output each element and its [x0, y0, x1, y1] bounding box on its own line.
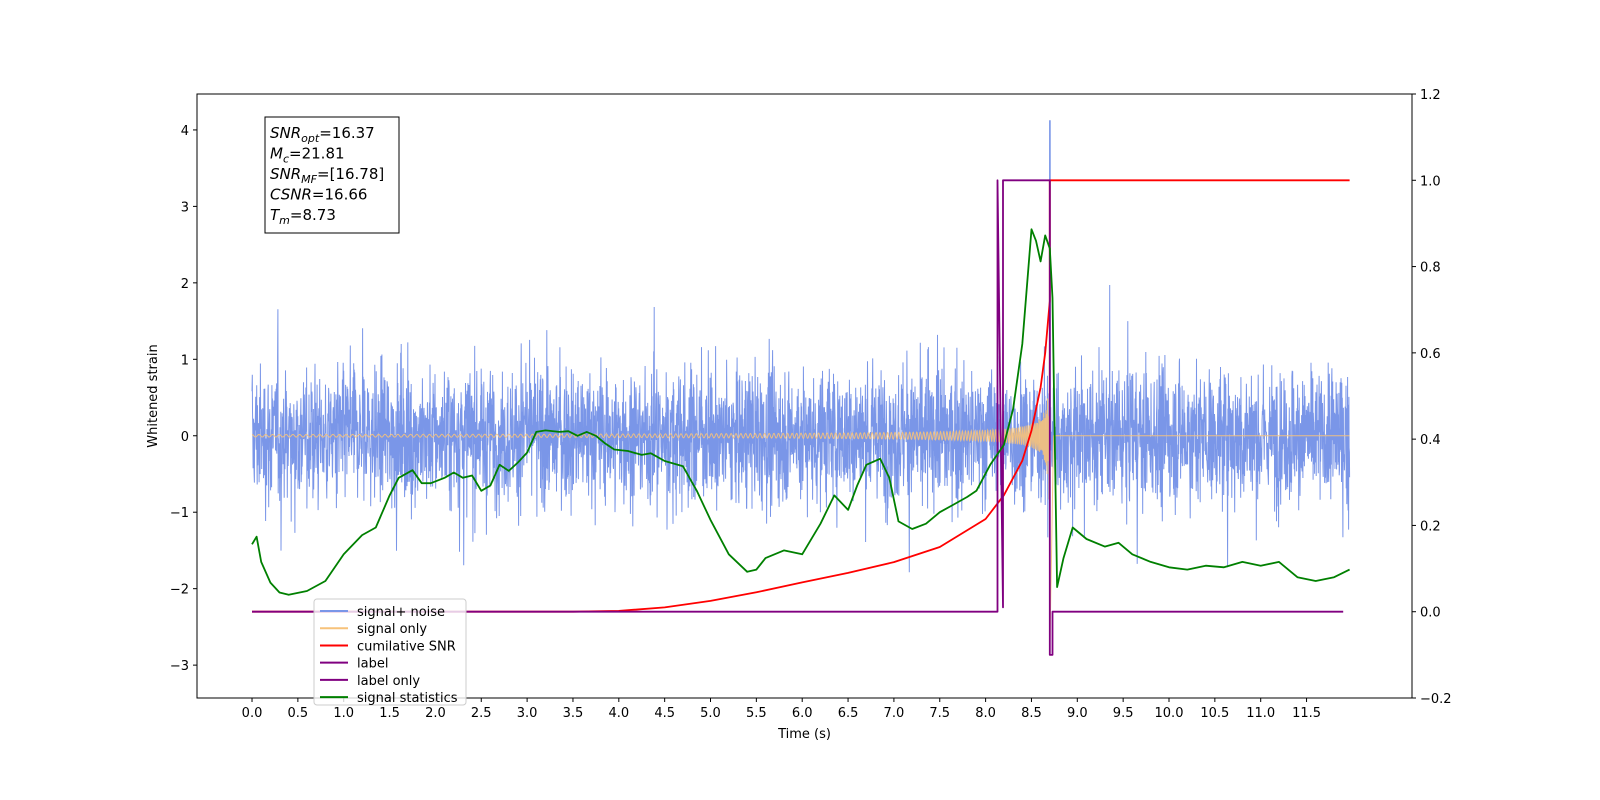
x-tick-label: 1.5: [379, 706, 400, 721]
annotation-line: CSNR=16.66: [270, 186, 367, 204]
x-tick-label: 9.5: [1113, 706, 1134, 721]
y-tick-label: 1: [181, 353, 189, 368]
x-tick-label: 3.0: [517, 706, 538, 721]
y2-tick-label: 1.2: [1420, 88, 1441, 103]
legend-frame: [313, 598, 467, 706]
annotation-frame: [264, 116, 400, 234]
y-tick-label: 0: [181, 430, 189, 445]
x-tick-label: 7.5: [929, 706, 950, 721]
x-tick-label: 7.0: [884, 706, 905, 721]
legend-entry-label: label only: [357, 674, 420, 689]
x-tick-label: 4.5: [654, 706, 675, 721]
x-tick-label: 6.5: [838, 706, 859, 721]
y-tick-label: 3: [181, 200, 189, 215]
left-y-axis: 4 3 2 1 0 −1 −2 −3: [170, 124, 197, 674]
x-tick-label: 2.5: [471, 706, 492, 721]
y-tick-label: 4: [181, 124, 189, 139]
y-tick-label: −2: [170, 583, 189, 598]
legend-entry-label: signal only: [357, 622, 427, 637]
legend-entry-label: label: [357, 657, 388, 672]
y2-tick-label: 1.0: [1420, 174, 1441, 189]
x-tick-label: 9.0: [1067, 706, 1088, 721]
x-axis: 0.0 0.5 1.0 1.5 2.0 2.5 3.0 3.5 4.0 4.5 5.0 5.5 6.0 6…: [242, 698, 1321, 721]
y-tick-label: −1: [170, 506, 189, 521]
signal-noise-line: [251, 120, 1351, 573]
label-line: [252, 179, 1344, 656]
x-tick-label: 4.0: [608, 706, 629, 721]
annotation-line: SNRopt=16.37: [270, 124, 375, 145]
annotation-line: SNRMF=[16.78]: [270, 165, 384, 186]
x-tick-label: 11.5: [1292, 706, 1321, 721]
annotation-line: Tm=8.73: [270, 206, 336, 227]
cumulative-snr-line: [252, 179, 1350, 613]
signal-only-line: [251, 330, 1350, 650]
annotation-line: Mc=21.81: [270, 145, 345, 166]
x-tick-label: 3.5: [563, 706, 584, 721]
y2-tick-label: 0.6: [1420, 347, 1441, 362]
x-tick-label: 1.0: [333, 706, 354, 721]
x-tick-label: 2.0: [425, 706, 446, 721]
y2-tick-label: 0.4: [1420, 433, 1441, 448]
legend: signal+ noise signal only cumilative SNR la…: [313, 598, 467, 706]
x-tick-label: 11.0: [1246, 706, 1275, 721]
x-tick-label: 6.0: [792, 706, 813, 721]
y-axis-label: Whitened strain: [146, 344, 161, 447]
right-y-axis: 1.2 1.0 0.8 0.6 0.4 0.2 0.0 −0.2: [1412, 88, 1452, 707]
x-tick-label: 10.5: [1200, 706, 1229, 721]
y2-tick-label: 0.2: [1420, 519, 1441, 534]
legend-entry-label: cumilative SNR: [357, 639, 456, 654]
legend-entry-label: signal statistics: [357, 691, 458, 706]
x-tick-label: 8.5: [1021, 706, 1042, 721]
y2-tick-label: −0.2: [1420, 692, 1452, 707]
x-tick-label: 5.5: [746, 706, 767, 721]
x-axis-label: Time (s): [777, 727, 831, 742]
legend-entry-label: signal+ noise: [357, 605, 445, 620]
signal-statistics-line: [251, 228, 1350, 596]
y-tick-label: 2: [181, 277, 189, 292]
y2-tick-label: 0.8: [1420, 261, 1441, 276]
stats-annotation: SNRopt=16.37Mc=21.81SNRMF=[16.78]CSNR=16…: [264, 116, 400, 234]
x-tick-label: 0.5: [288, 706, 309, 721]
x-tick-label: 8.0: [975, 706, 996, 721]
x-tick-label: 0.0: [242, 706, 263, 721]
x-tick-label: 10.0: [1155, 706, 1184, 721]
y2-tick-label: 0.0: [1420, 606, 1441, 621]
series-layer: [251, 120, 1351, 656]
x-tick-label: 5.0: [700, 706, 721, 721]
y-tick-label: −3: [170, 659, 189, 674]
